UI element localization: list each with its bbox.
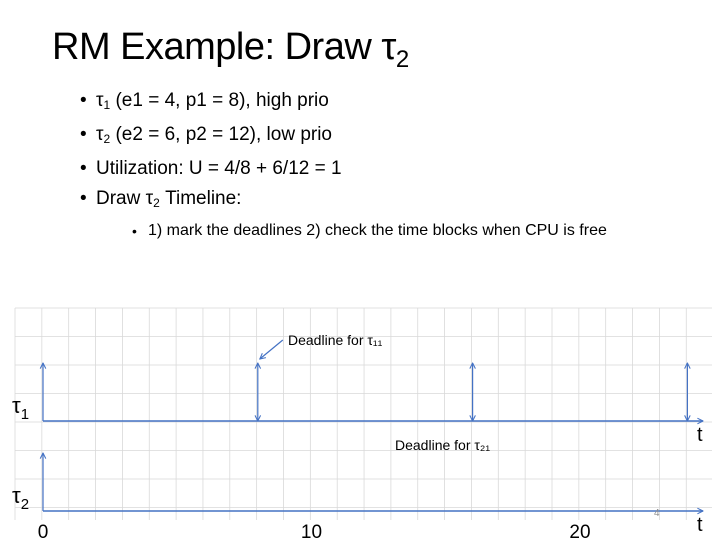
bullet-list: τ1 (e1 = 4, p1 = 8), high prio τ2 (e2 = … — [80, 86, 607, 244]
annotation-pointer-arrow — [260, 339, 284, 359]
chart-axes — [43, 421, 703, 511]
sub-bullet: 1) mark the deadlines 2) check the time … — [132, 218, 607, 244]
chart-labels: τ1 τ2 t t 0 10 20 Deadline for τ₁₁ Deadline for … — [12, 332, 703, 540]
row-label-subscript: 1 — [21, 406, 29, 423]
axis-t-label: t — [697, 514, 703, 536]
chart-grid — [14, 307, 712, 520]
tau-symbol: τ — [96, 90, 104, 111]
tick-label: 20 — [569, 522, 590, 540]
deadline-annotation: Deadline for τ₂₁ — [395, 437, 490, 453]
tick-label: 0 — [38, 522, 49, 540]
row-label: τ1 — [12, 393, 29, 423]
tick-label: 10 — [301, 522, 322, 540]
row-label: τ2 — [12, 483, 29, 513]
deadline-annotation: Deadline for τ₁₁ — [288, 332, 383, 348]
tau-subscript: 1 — [103, 98, 111, 112]
page-title: RM Example: Draw τ2 — [52, 26, 409, 74]
tau-subscript: 2 — [103, 132, 111, 146]
tau-subscript: 2 — [153, 196, 160, 210]
bullet-text: (e2 = 6, p2 = 12), low prio — [110, 124, 332, 145]
bullet-utilization: Utilization: U = 4/8 + 6/12 = 1 — [80, 154, 607, 184]
bullet-text: (e1 = 4, p1 = 8), high prio — [110, 90, 329, 111]
bullet-text: Timeline: — [159, 188, 242, 209]
title-main: RM Example: Draw τ — [52, 26, 396, 68]
row-label-subscript: 2 — [21, 496, 29, 513]
bullet-text: Draw τ — [96, 188, 154, 209]
bullet-task2: τ2 (e2 = 6, p2 = 12), low prio — [80, 120, 607, 154]
bullet-draw-timeline: Draw τ2 Timeline: 1) mark the deadlines … — [80, 184, 607, 244]
bullet-text: Utilization: U = 4/8 + 6/12 = 1 — [96, 158, 342, 179]
bullet-task1: τ1 (e1 = 4, p1 = 8), high prio — [80, 86, 607, 120]
axis-t-label: t — [697, 424, 703, 446]
tau-symbol: τ — [96, 124, 104, 145]
title-subscript: 2 — [395, 46, 409, 73]
slide-number: 4 — [654, 508, 660, 519]
sub-bullet-list: 1) mark the deadlines 2) check the time … — [96, 218, 607, 244]
chart-arrows — [43, 339, 687, 511]
